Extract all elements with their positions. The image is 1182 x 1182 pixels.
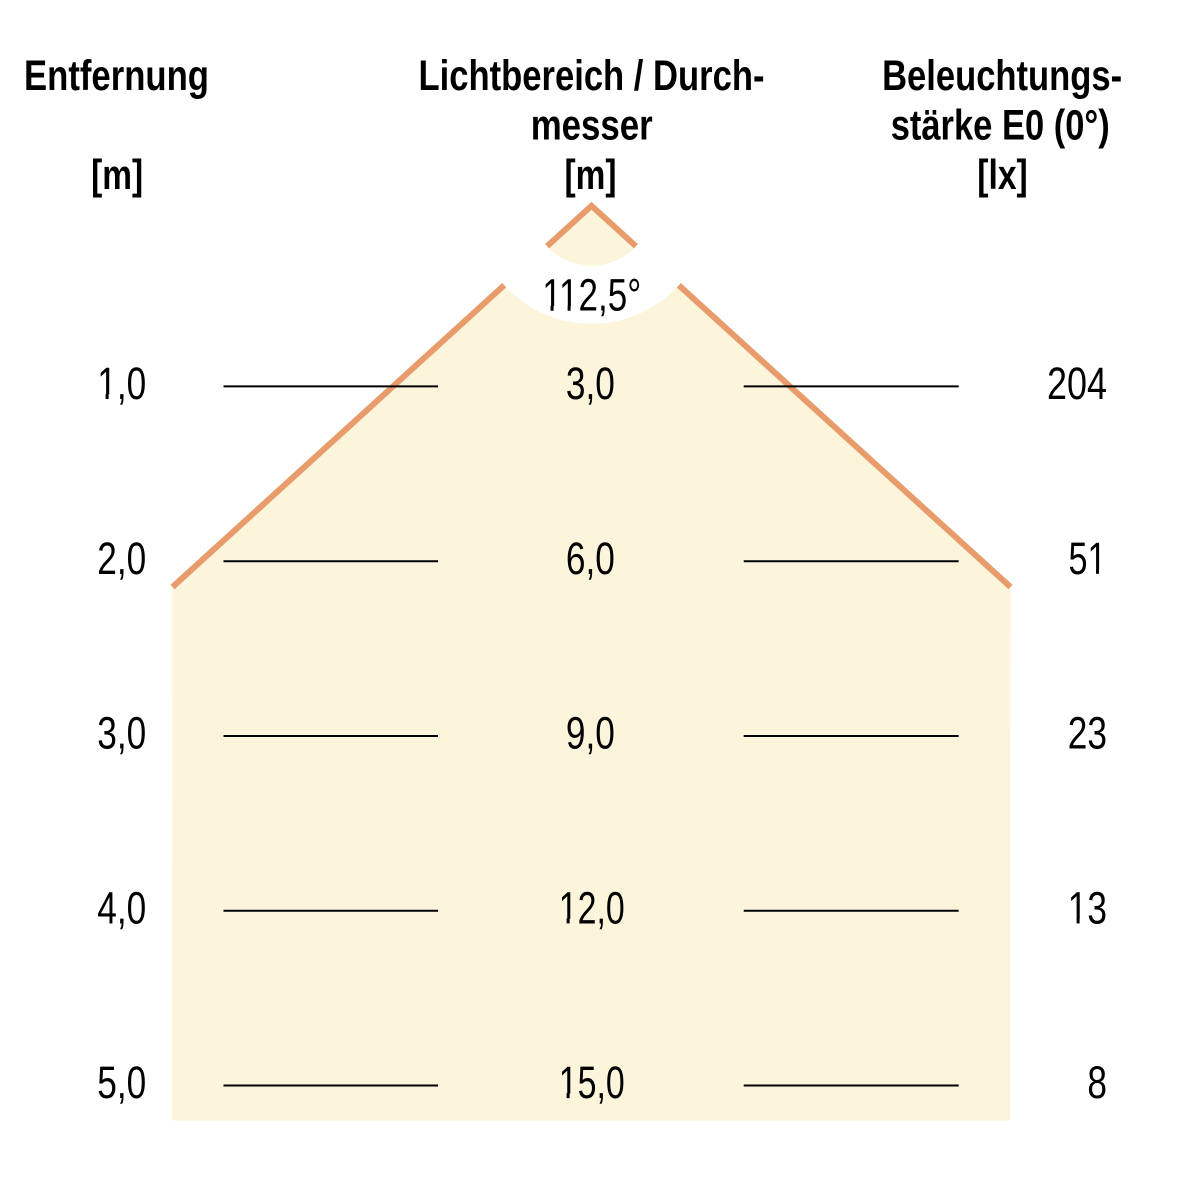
svg-text:112,5°: 112,5° [542, 270, 641, 321]
svg-text:5,0: 5,0 [97, 1057, 146, 1108]
svg-text:messer: messer [531, 102, 653, 150]
svg-text:1,0: 1,0 [97, 358, 146, 409]
svg-text:[m]: [m] [565, 151, 617, 198]
svg-text:12,0: 12,0 [559, 882, 625, 933]
svg-text:[lx]: [lx] [977, 151, 1028, 198]
svg-text:stärke E0 (0°): stärke E0 (0°) [891, 102, 1110, 150]
svg-text:51: 51 [1069, 533, 1107, 584]
svg-text:Entfernung: Entfernung [24, 52, 209, 100]
svg-text:13: 13 [1068, 882, 1107, 933]
svg-text:[m]: [m] [91, 151, 143, 198]
svg-text:2,0: 2,0 [97, 533, 146, 584]
svg-text:204: 204 [1047, 358, 1107, 409]
svg-text:4,0: 4,0 [97, 882, 146, 933]
svg-text:6,0: 6,0 [566, 533, 615, 584]
svg-text:23: 23 [1068, 708, 1107, 759]
svg-text:3,0: 3,0 [97, 708, 146, 759]
svg-text:15,0: 15,0 [559, 1057, 625, 1108]
svg-text:8: 8 [1087, 1057, 1107, 1108]
svg-text:Lichtbereich / Durch-: Lichtbereich / Durch- [419, 52, 765, 100]
svg-text:9,0: 9,0 [566, 708, 615, 759]
svg-text:3,0: 3,0 [566, 358, 615, 409]
svg-text:Beleuchtungs-: Beleuchtungs- [882, 52, 1122, 100]
